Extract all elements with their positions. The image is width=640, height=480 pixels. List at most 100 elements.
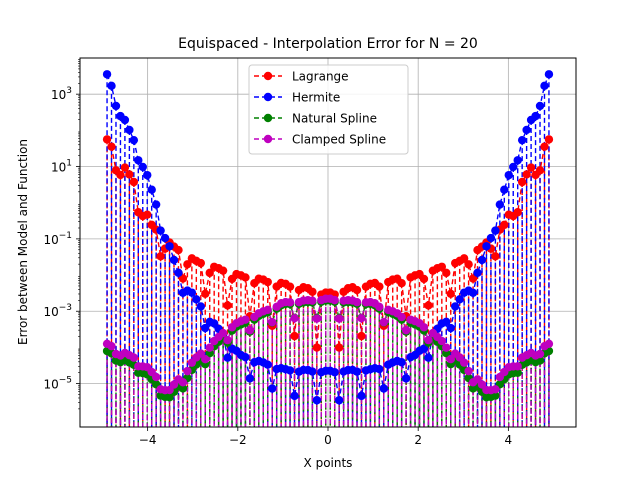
data-point [107, 81, 116, 91]
data-point [290, 331, 299, 341]
data-point [513, 362, 522, 371]
data-point [102, 135, 112, 144]
data-point [468, 288, 478, 298]
x-axis-ticks: −4 −2 0 2 4 [139, 427, 512, 447]
data-point [120, 115, 130, 125]
data-point [125, 125, 134, 135]
y-tick-label: 10−5 [43, 376, 72, 392]
x-tick-label: 0 [324, 433, 332, 447]
data-point [245, 326, 255, 335]
data-point [187, 288, 197, 297]
data-point [143, 170, 152, 180]
legend-marker [263, 134, 273, 144]
data-point [196, 349, 205, 358]
data-point [334, 343, 344, 352]
data-point [352, 367, 362, 376]
data-point [419, 274, 429, 284]
data-point [517, 135, 527, 145]
data-point [424, 301, 433, 310]
data-point [437, 336, 447, 346]
data-point [263, 277, 272, 287]
data-point [129, 353, 139, 362]
data-point [513, 368, 522, 377]
data-point [312, 396, 322, 405]
data-point [178, 274, 188, 283]
data-point [491, 252, 500, 261]
data-point [455, 295, 464, 304]
data-point [544, 339, 554, 348]
x-tick-label: 4 [505, 433, 513, 447]
data-point [178, 384, 188, 393]
data-point [500, 220, 509, 230]
data-point [268, 384, 277, 393]
data-point [375, 302, 384, 312]
data-point [446, 323, 455, 333]
data-point [308, 287, 317, 296]
data-point [482, 242, 491, 251]
data-point [540, 81, 549, 91]
data-point [143, 210, 152, 219]
data-point [285, 282, 295, 291]
data-point [379, 317, 388, 327]
data-point [513, 156, 522, 165]
data-point [205, 343, 214, 352]
x-tick-label: −2 [229, 433, 247, 447]
y-tick-label: 10−1 [43, 231, 72, 247]
x-axis-label: X points [304, 456, 353, 470]
data-point [334, 314, 344, 323]
data-point [544, 70, 554, 79]
y-tick-label: 10−3 [43, 303, 72, 319]
data-point [223, 301, 232, 310]
data-point [473, 268, 482, 278]
data-point [241, 315, 250, 324]
legend-marker [263, 71, 273, 81]
data-point [178, 378, 188, 387]
legend-label: Lagrange [292, 70, 349, 84]
data-point [522, 170, 531, 179]
data-point [397, 312, 406, 322]
data-point [357, 331, 366, 341]
data-point [535, 101, 545, 111]
legend-label: Clamped Spline [292, 133, 386, 147]
data-point [116, 170, 125, 180]
data-point [160, 233, 170, 243]
data-point [522, 125, 531, 135]
data-point [263, 360, 272, 369]
data-point [263, 305, 272, 315]
data-point [111, 101, 121, 111]
data-point [459, 254, 469, 263]
data-point [151, 200, 161, 209]
data-point [446, 289, 455, 298]
data-point [290, 391, 299, 401]
data-point [196, 302, 205, 311]
data-point [107, 142, 116, 151]
data-point [375, 282, 384, 291]
data-point [477, 255, 487, 265]
data-point [397, 358, 406, 367]
data-point [290, 313, 299, 323]
data-point [442, 317, 451, 327]
data-point [504, 170, 513, 180]
data-point [183, 260, 192, 269]
data-point [419, 323, 429, 332]
data-point [509, 162, 518, 172]
data-point [147, 185, 156, 194]
data-point [192, 295, 201, 304]
data-point [513, 208, 522, 217]
data-point [330, 368, 339, 377]
data-point [156, 226, 165, 235]
legend: Lagrange Hermite Natural Spline Clamped Spl… [248, 64, 409, 155]
data-point [201, 289, 210, 298]
data-point [437, 262, 447, 271]
data-point [468, 274, 478, 283]
data-point [156, 252, 165, 261]
data-point [375, 364, 384, 374]
data-point [535, 166, 545, 175]
data-point [419, 344, 429, 353]
data-point [125, 170, 134, 179]
data-point [352, 285, 362, 295]
data-point [486, 233, 496, 243]
data-point [218, 328, 228, 338]
data-point [223, 335, 232, 345]
data-point [526, 163, 536, 172]
